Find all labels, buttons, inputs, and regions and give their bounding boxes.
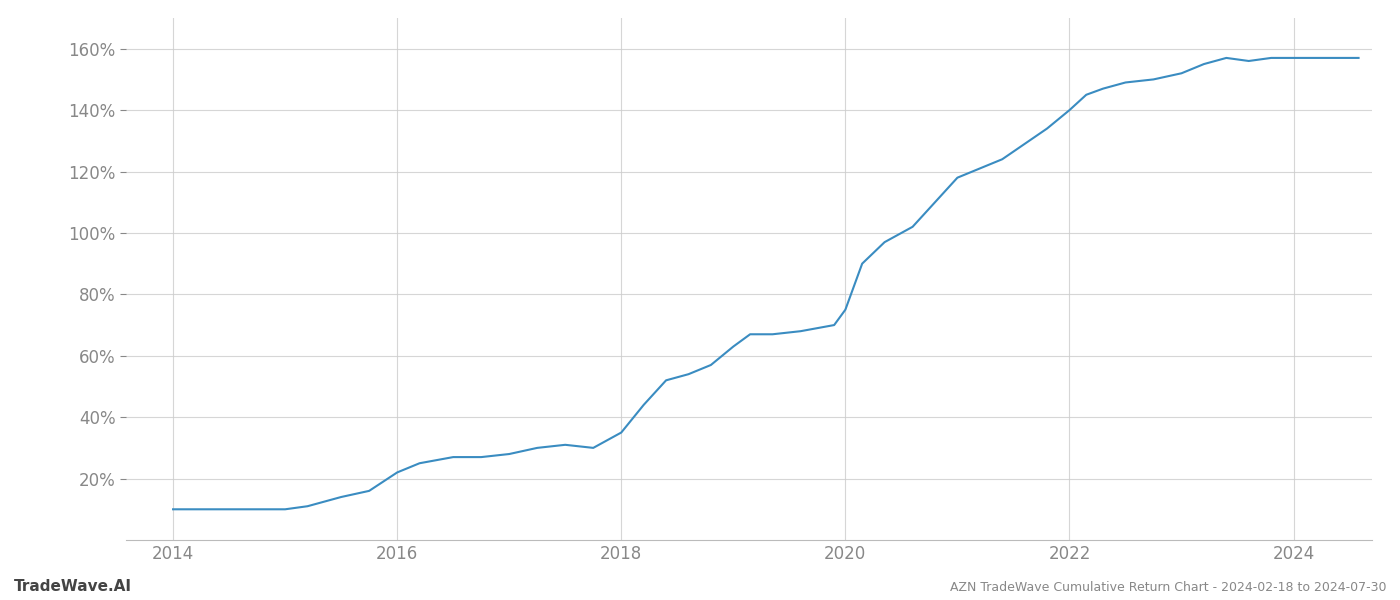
Text: TradeWave.AI: TradeWave.AI <box>14 579 132 594</box>
Text: AZN TradeWave Cumulative Return Chart - 2024-02-18 to 2024-07-30: AZN TradeWave Cumulative Return Chart - … <box>949 581 1386 594</box>
